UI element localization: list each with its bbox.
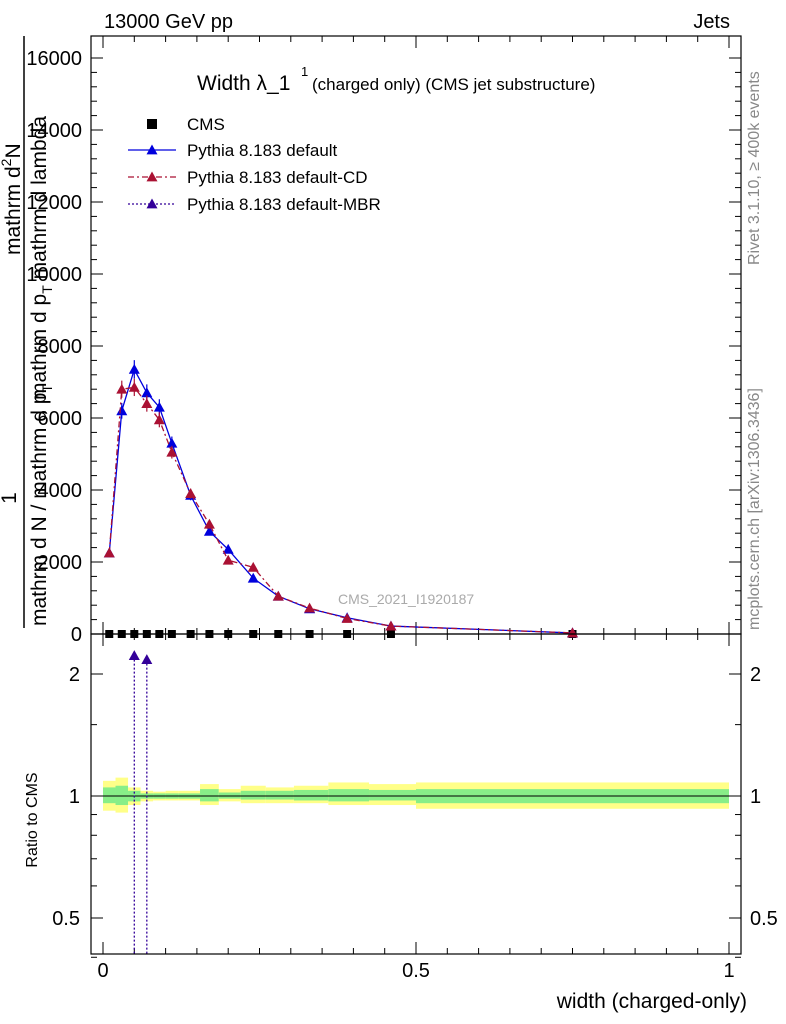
- watermark: CMS_2021_I1920187: [338, 591, 474, 607]
- chart-title-sup: 1: [301, 64, 308, 79]
- chart-title: Width λ_1 1 (charged only) (CMS jet subs…: [197, 64, 595, 95]
- series-marker: [116, 405, 128, 416]
- legend-label: CMS: [187, 115, 225, 134]
- series-marker: [222, 554, 234, 565]
- ratio-axes: 0 0.5 1 0.5 0.5 1 1 2 2: [52, 634, 778, 982]
- series-marker: [141, 387, 153, 398]
- y-tick-label: 12000: [26, 192, 82, 214]
- ratio-mbr-marker: [141, 654, 153, 665]
- series-marker: [116, 383, 128, 394]
- legend-label: Pythia 8.183 default: [187, 141, 338, 160]
- series-line-2: [108, 386, 573, 634]
- series-marker: [153, 401, 165, 412]
- ratio-band-inner: [103, 787, 116, 804]
- header-left: 13000 GeV pp: [104, 11, 233, 33]
- ratio-tick-label: 0.5: [52, 908, 80, 930]
- main-ylabel: 1 mathrm d N / mathrm d pT mathrm d2N ma…: [0, 36, 55, 628]
- ratio-band-inner: [265, 790, 294, 800]
- y-tick-label: 14000: [26, 120, 82, 142]
- x-tick-label: 0: [97, 960, 108, 982]
- side-label-rivet: Rivet 3.1.10, ≥ 400k events: [746, 71, 763, 265]
- ratio-tick-label-right: 2: [750, 664, 761, 686]
- series-marker: [141, 398, 153, 408]
- legend-marker: [146, 144, 158, 155]
- ratio-ylabel: Ratio to CMS: [24, 772, 41, 867]
- series-marker: [247, 561, 259, 572]
- series-marker: [153, 414, 165, 425]
- y-tick-label: 2000: [38, 552, 83, 574]
- series-marker: [128, 381, 140, 392]
- series-marker: [203, 525, 215, 536]
- y-tick-label: 6000: [38, 408, 83, 430]
- ylabel-denominator: mathrm d N / mathrm d pT: [28, 384, 55, 626]
- legend-marker: [146, 198, 158, 209]
- main-axes: 0 2000 4000 6000 8000 10000 12000 14000 16000: [26, 36, 741, 646]
- series-marker: [203, 518, 215, 529]
- series-marker: [103, 547, 115, 558]
- series-marker: [304, 602, 316, 613]
- ratio-band-inner: [293, 789, 329, 801]
- y-tick-label: 0: [71, 624, 82, 646]
- main-series: [103, 360, 578, 638]
- x-tick-label: 1: [723, 960, 734, 982]
- y-tick-label: 4000: [38, 480, 83, 502]
- ratio-band-inner: [240, 790, 266, 800]
- series-marker: [128, 363, 140, 374]
- y-tick-label: 8000: [38, 336, 83, 358]
- series-marker: [247, 572, 259, 583]
- series-marker: [567, 627, 578, 638]
- series-marker: [272, 590, 284, 601]
- legend-label: Pythia 8.183 default-MBR: [187, 195, 381, 214]
- series-marker: [222, 543, 234, 554]
- ratio-band-inner: [328, 789, 370, 802]
- legend-marker: [146, 171, 158, 182]
- side-label-mcplots: mcplots.cern.ch [arXiv:1306.3436]: [746, 388, 763, 630]
- legend-marker-cms: [147, 119, 157, 129]
- ratio-tick-label-right: 1: [750, 786, 761, 808]
- series-marker: [341, 613, 353, 623]
- series-marker: [166, 437, 178, 448]
- ylabel-numerator: mathrm d2N: [0, 143, 25, 255]
- x-tick-label: 0.5: [402, 960, 430, 982]
- ylabel-frac2-den: mathrm d pT mathrm d lambda: [28, 116, 55, 400]
- ratio-series: [128, 650, 153, 954]
- ratio-tick-label: 2: [69, 664, 80, 686]
- xlabel: width (charged-only): [556, 990, 747, 1013]
- chart-title-main: Width λ_1: [197, 72, 290, 95]
- y-tick-label: 10000: [26, 264, 82, 286]
- y-tick-label: 16000: [26, 48, 82, 70]
- ratio-tick-label: 1: [69, 786, 80, 808]
- ylabel-one: 1: [0, 492, 21, 504]
- ratio-frame: [90, 633, 742, 955]
- ratio-band-inner: [200, 789, 219, 802]
- series-marker: [166, 446, 178, 457]
- ratio-band-inner: [115, 785, 129, 806]
- ratio-mbr-marker: [128, 650, 140, 661]
- series-marker: [185, 488, 197, 498]
- legend-label: Pythia 8.183 default-CD: [187, 168, 368, 187]
- ratio-band-inner: [369, 789, 416, 801]
- chart-title-sub: (charged only) (CMS jet substructure): [312, 75, 595, 94]
- ratio-tick-label-right: 0.5: [750, 908, 778, 930]
- ratio-bands: [91, 777, 741, 813]
- series-marker: [385, 620, 397, 631]
- legend: CMS Pythia 8.183 default Pythia 8.183 defa…: [128, 115, 381, 214]
- header-right: Jets: [693, 11, 730, 33]
